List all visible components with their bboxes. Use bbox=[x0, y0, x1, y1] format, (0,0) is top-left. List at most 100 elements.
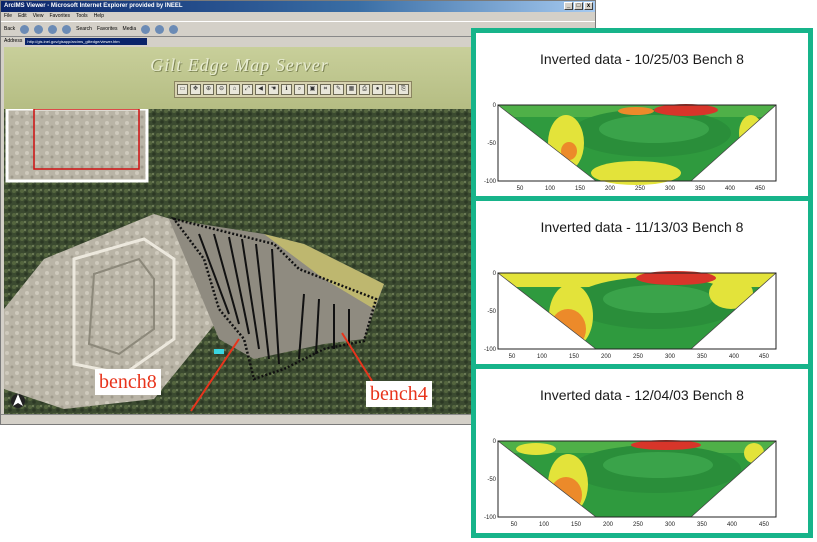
y-axis-3: 0 -50 -100 bbox=[484, 439, 497, 521]
inversion-plot-3: Inverted data - 12/04/03 Bench 8 0 -50 bbox=[476, 369, 808, 533]
y-axis-1: 0 -50 -100 bbox=[484, 103, 497, 185]
address-bar: Address http://gis.inel.gov/gisapp/arcim… bbox=[1, 36, 595, 46]
x-tick-3-5: 300 bbox=[665, 522, 676, 528]
waste-dump bbox=[169, 219, 384, 359]
close-button[interactable]: x bbox=[584, 2, 593, 10]
survey-lines bbox=[198, 233, 350, 365]
y-tick-1-2: -100 bbox=[484, 179, 497, 185]
media-button[interactable]: Media bbox=[122, 26, 137, 32]
tool-full-extent[interactable]: ⌂ bbox=[229, 84, 240, 95]
tool-copy[interactable]: ⎘ bbox=[398, 84, 409, 95]
tool-print[interactable]: ⎙ bbox=[359, 84, 370, 95]
x-tick-1-7: 400 bbox=[725, 186, 736, 192]
plot-title-1: Inverted data - 10/25/03 Bench 8 bbox=[540, 51, 744, 67]
print-icon[interactable] bbox=[169, 24, 179, 34]
y-tick-3-1: -50 bbox=[487, 477, 496, 483]
tool-toggle-overview[interactable]: ▭ bbox=[177, 84, 188, 95]
stop-icon[interactable] bbox=[34, 24, 44, 34]
tool-zoom-active[interactable]: ⤢ bbox=[242, 84, 253, 95]
favorites-button[interactable]: Favorites bbox=[96, 26, 118, 32]
y-tick-3-2: -100 bbox=[484, 515, 497, 521]
section-frame-3 bbox=[497, 440, 777, 518]
menu-help[interactable]: Help bbox=[93, 13, 104, 19]
resistivity-section-3: 0 -50 -100 50 100 150 200 250 300 350 40… bbox=[484, 439, 777, 528]
overview-map[interactable] bbox=[5, 109, 149, 183]
blue-marker bbox=[214, 349, 224, 354]
open-pit-mine bbox=[4, 214, 219, 409]
aerial-map[interactable] bbox=[4, 109, 475, 415]
inversion-plot-1: Inverted data - 10/25/03 Bench 8 0 bbox=[476, 33, 808, 196]
x-axis-1: 50 100 150 200 250 300 350 400 450 bbox=[517, 186, 766, 192]
y-tick-1-1: -50 bbox=[487, 141, 496, 147]
home-icon[interactable] bbox=[62, 24, 72, 34]
x-tick-1-6: 350 bbox=[695, 186, 706, 192]
history-icon[interactable] bbox=[141, 24, 151, 34]
menu-view[interactable]: View bbox=[32, 13, 44, 19]
inversion-plot-2: Inverted data - 11/13/03 Bench 8 0 -50 -… bbox=[476, 201, 808, 364]
tool-back-extent[interactable]: ◀ bbox=[255, 84, 266, 95]
y-tick-3-0: 0 bbox=[493, 439, 497, 445]
overview-extent-box bbox=[33, 109, 140, 170]
tool-buffer[interactable]: ▦ bbox=[346, 84, 357, 95]
mail-icon[interactable] bbox=[155, 24, 165, 34]
minimize-button[interactable]: _ bbox=[564, 2, 573, 10]
x-tick-2-5: 300 bbox=[665, 354, 676, 360]
north-arrow-icon bbox=[11, 394, 25, 408]
x-tick-3-6: 350 bbox=[697, 522, 708, 528]
x-tick-2-7: 400 bbox=[729, 354, 740, 360]
menu-file[interactable]: File bbox=[4, 13, 13, 19]
survey-outline bbox=[170, 216, 378, 381]
section-fill-3 bbox=[497, 440, 777, 518]
tool-select-point[interactable]: ● bbox=[372, 84, 383, 95]
status-bar bbox=[1, 414, 595, 424]
tool-zoom-out[interactable]: ⊖ bbox=[216, 84, 227, 95]
x-tick-1-0: 50 bbox=[517, 186, 524, 192]
page-viewport: Gilt Edge Map Server ▭ ✥ ⊕ ⊖ ⌂ ⤢ ◀ ☚ ℹ ⌕… bbox=[4, 47, 475, 415]
x-tick-3-7: 400 bbox=[727, 522, 738, 528]
plot-title-3: Inverted data - 12/04/03 Bench 8 bbox=[540, 387, 744, 403]
tool-select[interactable]: ▣ bbox=[307, 84, 318, 95]
tool-clear[interactable]: ✂ bbox=[385, 84, 396, 95]
x-tick-2-8: 450 bbox=[759, 354, 770, 360]
y-axis-2: 0 -50 -100 bbox=[484, 271, 497, 353]
tool-identify[interactable]: ℹ bbox=[281, 84, 292, 95]
back-button[interactable]: Back bbox=[4, 26, 16, 32]
tool-zoom-in[interactable]: ⊕ bbox=[203, 84, 214, 95]
tool-find[interactable]: ⌕ bbox=[294, 84, 305, 95]
refresh-icon[interactable] bbox=[48, 24, 58, 34]
tool-pan[interactable]: ✥ bbox=[190, 84, 201, 95]
map-toolbar: ▭ ✥ ⊕ ⊖ ⌂ ⤢ ◀ ☚ ℹ ⌕ ▣ ⌗ ✎ ▦ ⎙ ● ✂ ⎘ bbox=[174, 81, 412, 98]
overview-frame bbox=[5, 109, 149, 183]
pit-inner-terrace bbox=[87, 257, 155, 356]
leader-bench8 bbox=[190, 338, 240, 412]
resistivity-section-1: 0 -50 -100 50 100 150 200 250 300 350 40… bbox=[484, 103, 777, 192]
address-input[interactable]: http://gis.inel.gov/gisapp/arcims_gilted… bbox=[25, 37, 148, 45]
x-tick-1-8: 450 bbox=[755, 186, 766, 192]
x-tick-2-1: 100 bbox=[537, 354, 548, 360]
x-tick-1-3: 200 bbox=[605, 186, 616, 192]
section-frame-2 bbox=[497, 272, 777, 350]
window-title-bar[interactable]: ArcIMS Viewer - Microsoft Internet Explo… bbox=[1, 1, 595, 12]
tool-measure[interactable]: ✎ bbox=[333, 84, 344, 95]
y-tick-2-1: -50 bbox=[487, 309, 496, 315]
leader-bench4 bbox=[341, 332, 373, 382]
x-tick-2-4: 250 bbox=[633, 354, 644, 360]
menu-edit[interactable]: Edit bbox=[18, 13, 27, 19]
maximize-button[interactable]: □ bbox=[574, 2, 583, 10]
x-tick-3-0: 50 bbox=[511, 522, 518, 528]
menu-bar: File Edit View Favorites Tools Help bbox=[1, 12, 595, 21]
forward-icon[interactable] bbox=[20, 24, 30, 34]
map-server-banner: Gilt Edge Map Server ▭ ✥ ⊕ ⊖ ⌂ ⤢ ◀ ☚ ℹ ⌕… bbox=[4, 47, 475, 109]
inversion-results-panel: Inverted data - 10/25/03 Bench 8 0 bbox=[471, 28, 813, 538]
y-tick-2-2: -100 bbox=[484, 347, 497, 353]
tool-query[interactable]: ⌗ bbox=[320, 84, 331, 95]
address-label: Address bbox=[4, 38, 23, 44]
x-tick-3-2: 150 bbox=[571, 522, 582, 528]
banner-title: Gilt Edge Map Server bbox=[150, 55, 329, 75]
menu-favorites[interactable]: Favorites bbox=[49, 13, 70, 19]
search-button[interactable]: Search bbox=[76, 26, 92, 32]
resistivity-section-2: 0 -50 -100 50 100 150 200 250 300 350 40… bbox=[484, 271, 777, 360]
tool-hand[interactable]: ☚ bbox=[268, 84, 279, 95]
x-tick-1-4: 250 bbox=[635, 186, 646, 192]
menu-tools[interactable]: Tools bbox=[76, 13, 88, 19]
